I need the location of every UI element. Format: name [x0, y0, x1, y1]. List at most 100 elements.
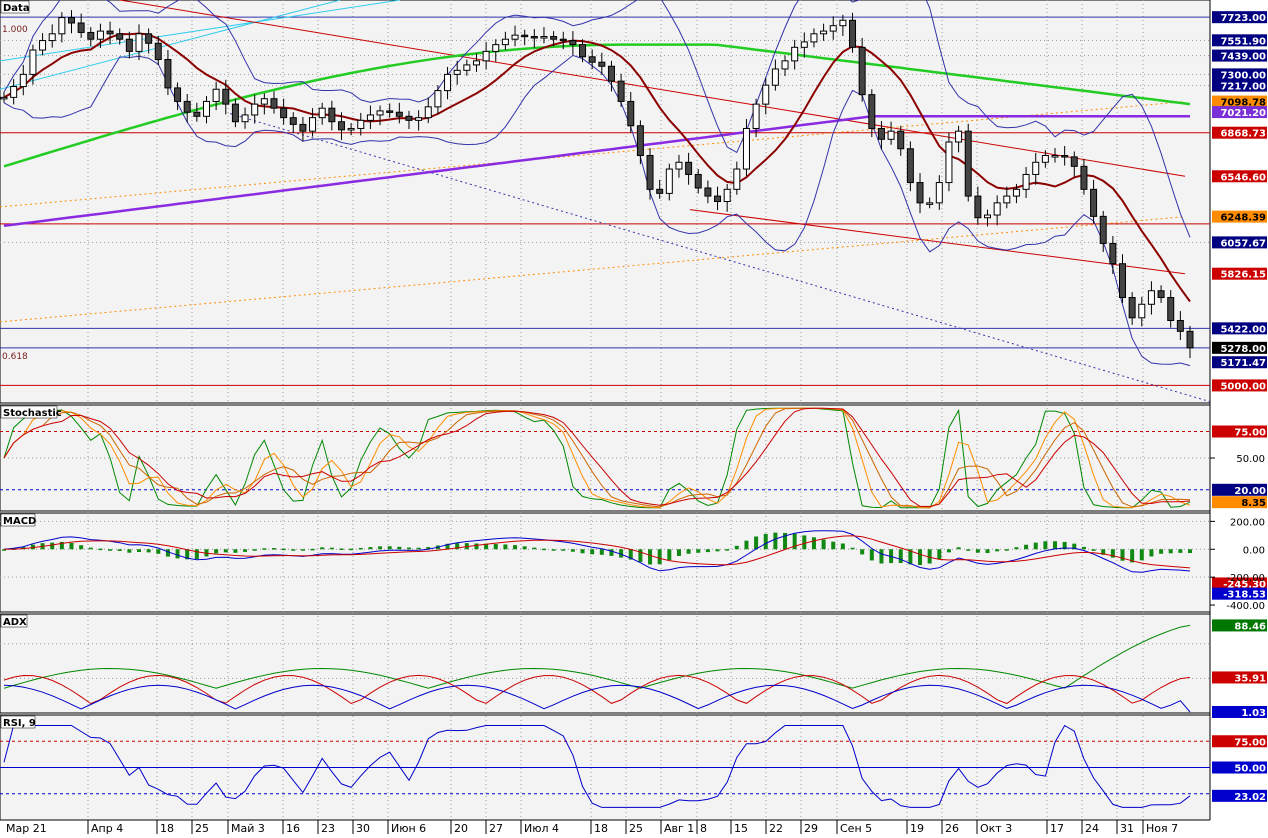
x-tick-label: 15 — [734, 822, 748, 834]
macd-histogram-bar — [532, 547, 537, 550]
macd-histogram-bar — [725, 549, 730, 551]
candle-body — [656, 188, 664, 194]
macd-scale-label: -200.00 — [1226, 573, 1265, 584]
macd-histogram-bar — [570, 549, 575, 552]
macd-histogram-bar — [956, 547, 961, 550]
fib-fan-line — [0, 216, 1186, 323]
macd-value-tag — [1212, 587, 1267, 600]
candle-body — [945, 141, 953, 184]
macd-histogram-bar — [811, 537, 816, 550]
candle-body — [1080, 165, 1088, 190]
adx-value-tag-label: 1.03 — [1241, 708, 1266, 719]
candle-body — [714, 195, 722, 203]
bollinger-upper-line — [3, 0, 1191, 238]
price-value-tag-label: 5171.47 — [1220, 358, 1266, 369]
fib-top-label: 1.000 — [2, 25, 28, 35]
candle-body — [299, 123, 307, 132]
macd-histogram-bar — [1139, 549, 1144, 561]
candle-body — [67, 17, 75, 24]
macd-histogram-bar — [98, 548, 103, 551]
candle-body — [492, 44, 500, 52]
candle-body — [771, 68, 779, 86]
price-value-tag-label: 5000.00 — [1220, 381, 1266, 392]
price-value-tag-label: 5422.00 — [1220, 324, 1266, 335]
trend-line-red — [119, 0, 1186, 177]
price-value-tag-label: 6546.60 — [1220, 172, 1266, 183]
price-value-tag — [1212, 356, 1267, 369]
candle-body — [800, 41, 808, 48]
candle-body — [521, 34, 529, 38]
macd-histogram-bar — [88, 547, 93, 550]
price-panel — [0, 0, 1211, 404]
candle-body — [270, 98, 278, 109]
macd-histogram-bar — [271, 548, 276, 550]
macd-histogram-bar — [715, 549, 720, 552]
macd-histogram-bar — [802, 535, 807, 550]
x-tick-label: 25 — [195, 822, 209, 834]
x-tick-label: 22 — [769, 822, 783, 834]
candle-body — [337, 121, 345, 131]
candle-body — [694, 173, 702, 189]
macd-histogram-bar — [310, 548, 315, 551]
candle-body — [1070, 156, 1078, 167]
candle-body — [1176, 320, 1184, 332]
candle-body — [39, 40, 47, 51]
candle-body — [202, 100, 210, 117]
macd-histogram-bar — [783, 532, 788, 550]
candle-body — [376, 110, 384, 116]
candle-body — [309, 117, 317, 132]
candle-body — [955, 130, 963, 143]
candle-body — [280, 107, 288, 119]
candle-body — [906, 148, 914, 184]
rsi-value-tag-label: 23.02 — [1234, 792, 1266, 803]
candle-body — [569, 40, 577, 46]
macd-histogram-bar — [69, 542, 74, 550]
rsi-value-tag — [1212, 735, 1267, 748]
candle-body — [241, 114, 249, 123]
macd-histogram-bar — [484, 543, 489, 550]
candle-body — [1061, 155, 1069, 158]
macd-histogram-bar — [1159, 549, 1164, 554]
price-value-tag — [1212, 267, 1267, 280]
macd-histogram-bar — [580, 549, 585, 554]
adx-value-tag — [1212, 619, 1267, 632]
x-tick-label: 25 — [629, 822, 643, 834]
macd-histogram-bar — [773, 532, 778, 550]
macd-histogram-bar — [638, 549, 643, 562]
macd-histogram-bar — [291, 549, 296, 551]
adx-line — [3, 624, 1191, 689]
macd-histogram-bar — [1091, 549, 1096, 551]
x-tick-label: 23 — [321, 822, 335, 834]
price-value-tag — [1212, 79, 1267, 92]
candle-body — [781, 60, 789, 70]
macd-histogram-bar — [850, 547, 855, 550]
candle-body — [762, 84, 770, 105]
price-value-tag-label: 6248.39 — [1220, 213, 1266, 224]
macd-histogram-bar — [2, 549, 6, 551]
macd-panel-label: MACD — [3, 516, 36, 527]
candle-body — [289, 117, 297, 125]
candle-body — [106, 30, 114, 35]
price-panel-label: Data — [3, 3, 30, 14]
macd-histogram-bar — [503, 544, 508, 550]
candle-body — [665, 168, 673, 194]
macd-histogram-bar — [985, 549, 990, 554]
candle-body — [434, 90, 442, 108]
x-tick-label: Сен 5 — [840, 822, 872, 834]
stochastic-k-line — [3, 407, 1191, 509]
candle-body — [810, 33, 818, 43]
candle-body — [926, 202, 934, 205]
macd-histogram-bar — [763, 533, 768, 550]
candle-body — [858, 46, 866, 96]
price-value-tag-label: 5278.00 — [1220, 344, 1266, 355]
macd-histogram-bar — [117, 549, 122, 551]
candle-body — [704, 187, 712, 197]
macd-histogram-bar — [918, 549, 923, 566]
macd-value-tag-label: -318.53 — [1223, 590, 1266, 601]
candle-body — [444, 73, 452, 92]
candle-body — [588, 56, 596, 63]
macd-histogram-bar — [358, 547, 363, 550]
macd-line — [3, 530, 1191, 573]
price-value-tag-label: 7551.90 — [1220, 36, 1266, 47]
